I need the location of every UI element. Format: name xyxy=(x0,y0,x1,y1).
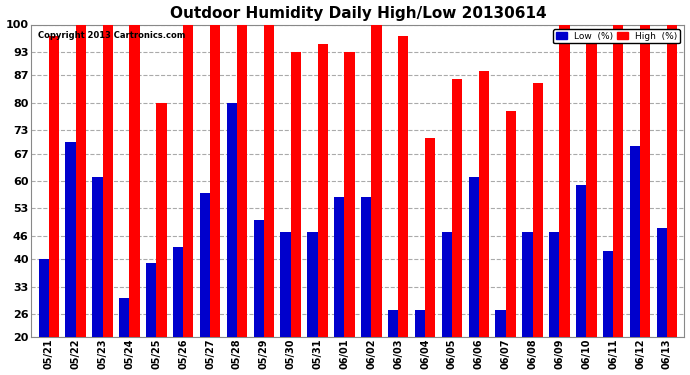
Bar xyxy=(39,259,49,338)
Bar xyxy=(469,177,479,338)
Bar xyxy=(157,103,166,338)
Bar xyxy=(522,232,533,338)
Bar xyxy=(603,251,613,338)
Bar xyxy=(146,263,157,338)
Bar xyxy=(92,177,103,338)
Bar xyxy=(264,24,274,338)
Bar xyxy=(280,232,290,338)
Bar xyxy=(630,146,640,338)
Bar xyxy=(103,24,112,338)
Bar xyxy=(576,185,586,338)
Bar xyxy=(334,196,344,338)
Bar xyxy=(415,310,425,338)
Bar xyxy=(130,24,139,338)
Bar xyxy=(344,52,355,338)
Bar xyxy=(371,24,382,338)
Bar xyxy=(49,36,59,338)
Bar xyxy=(317,44,328,338)
Bar xyxy=(560,24,570,338)
Bar xyxy=(506,111,516,338)
Bar xyxy=(667,24,677,338)
Bar xyxy=(183,24,193,338)
Bar xyxy=(495,310,506,338)
Bar xyxy=(657,228,667,338)
Bar xyxy=(442,232,452,338)
Bar xyxy=(290,52,301,338)
Bar xyxy=(66,142,76,338)
Bar xyxy=(237,24,247,338)
Bar xyxy=(307,232,317,338)
Bar xyxy=(425,138,435,338)
Bar xyxy=(173,248,183,338)
Bar xyxy=(586,36,597,338)
Bar xyxy=(76,24,86,338)
Bar xyxy=(388,310,398,338)
Text: Copyright 2013 Cartronics.com: Copyright 2013 Cartronics.com xyxy=(38,31,185,40)
Bar xyxy=(613,24,624,338)
Bar xyxy=(200,193,210,338)
Bar xyxy=(479,72,489,338)
Bar xyxy=(640,24,650,338)
Title: Outdoor Humidity Daily High/Low 20130614: Outdoor Humidity Daily High/Low 20130614 xyxy=(170,6,546,21)
Bar xyxy=(119,298,130,338)
Bar xyxy=(549,232,560,338)
Bar xyxy=(533,83,543,338)
Legend: Low  (%), High  (%): Low (%), High (%) xyxy=(553,29,680,44)
Bar xyxy=(361,196,371,338)
Bar xyxy=(254,220,264,338)
Bar xyxy=(398,36,408,338)
Bar xyxy=(210,24,220,338)
Bar xyxy=(227,103,237,338)
Bar xyxy=(452,79,462,338)
